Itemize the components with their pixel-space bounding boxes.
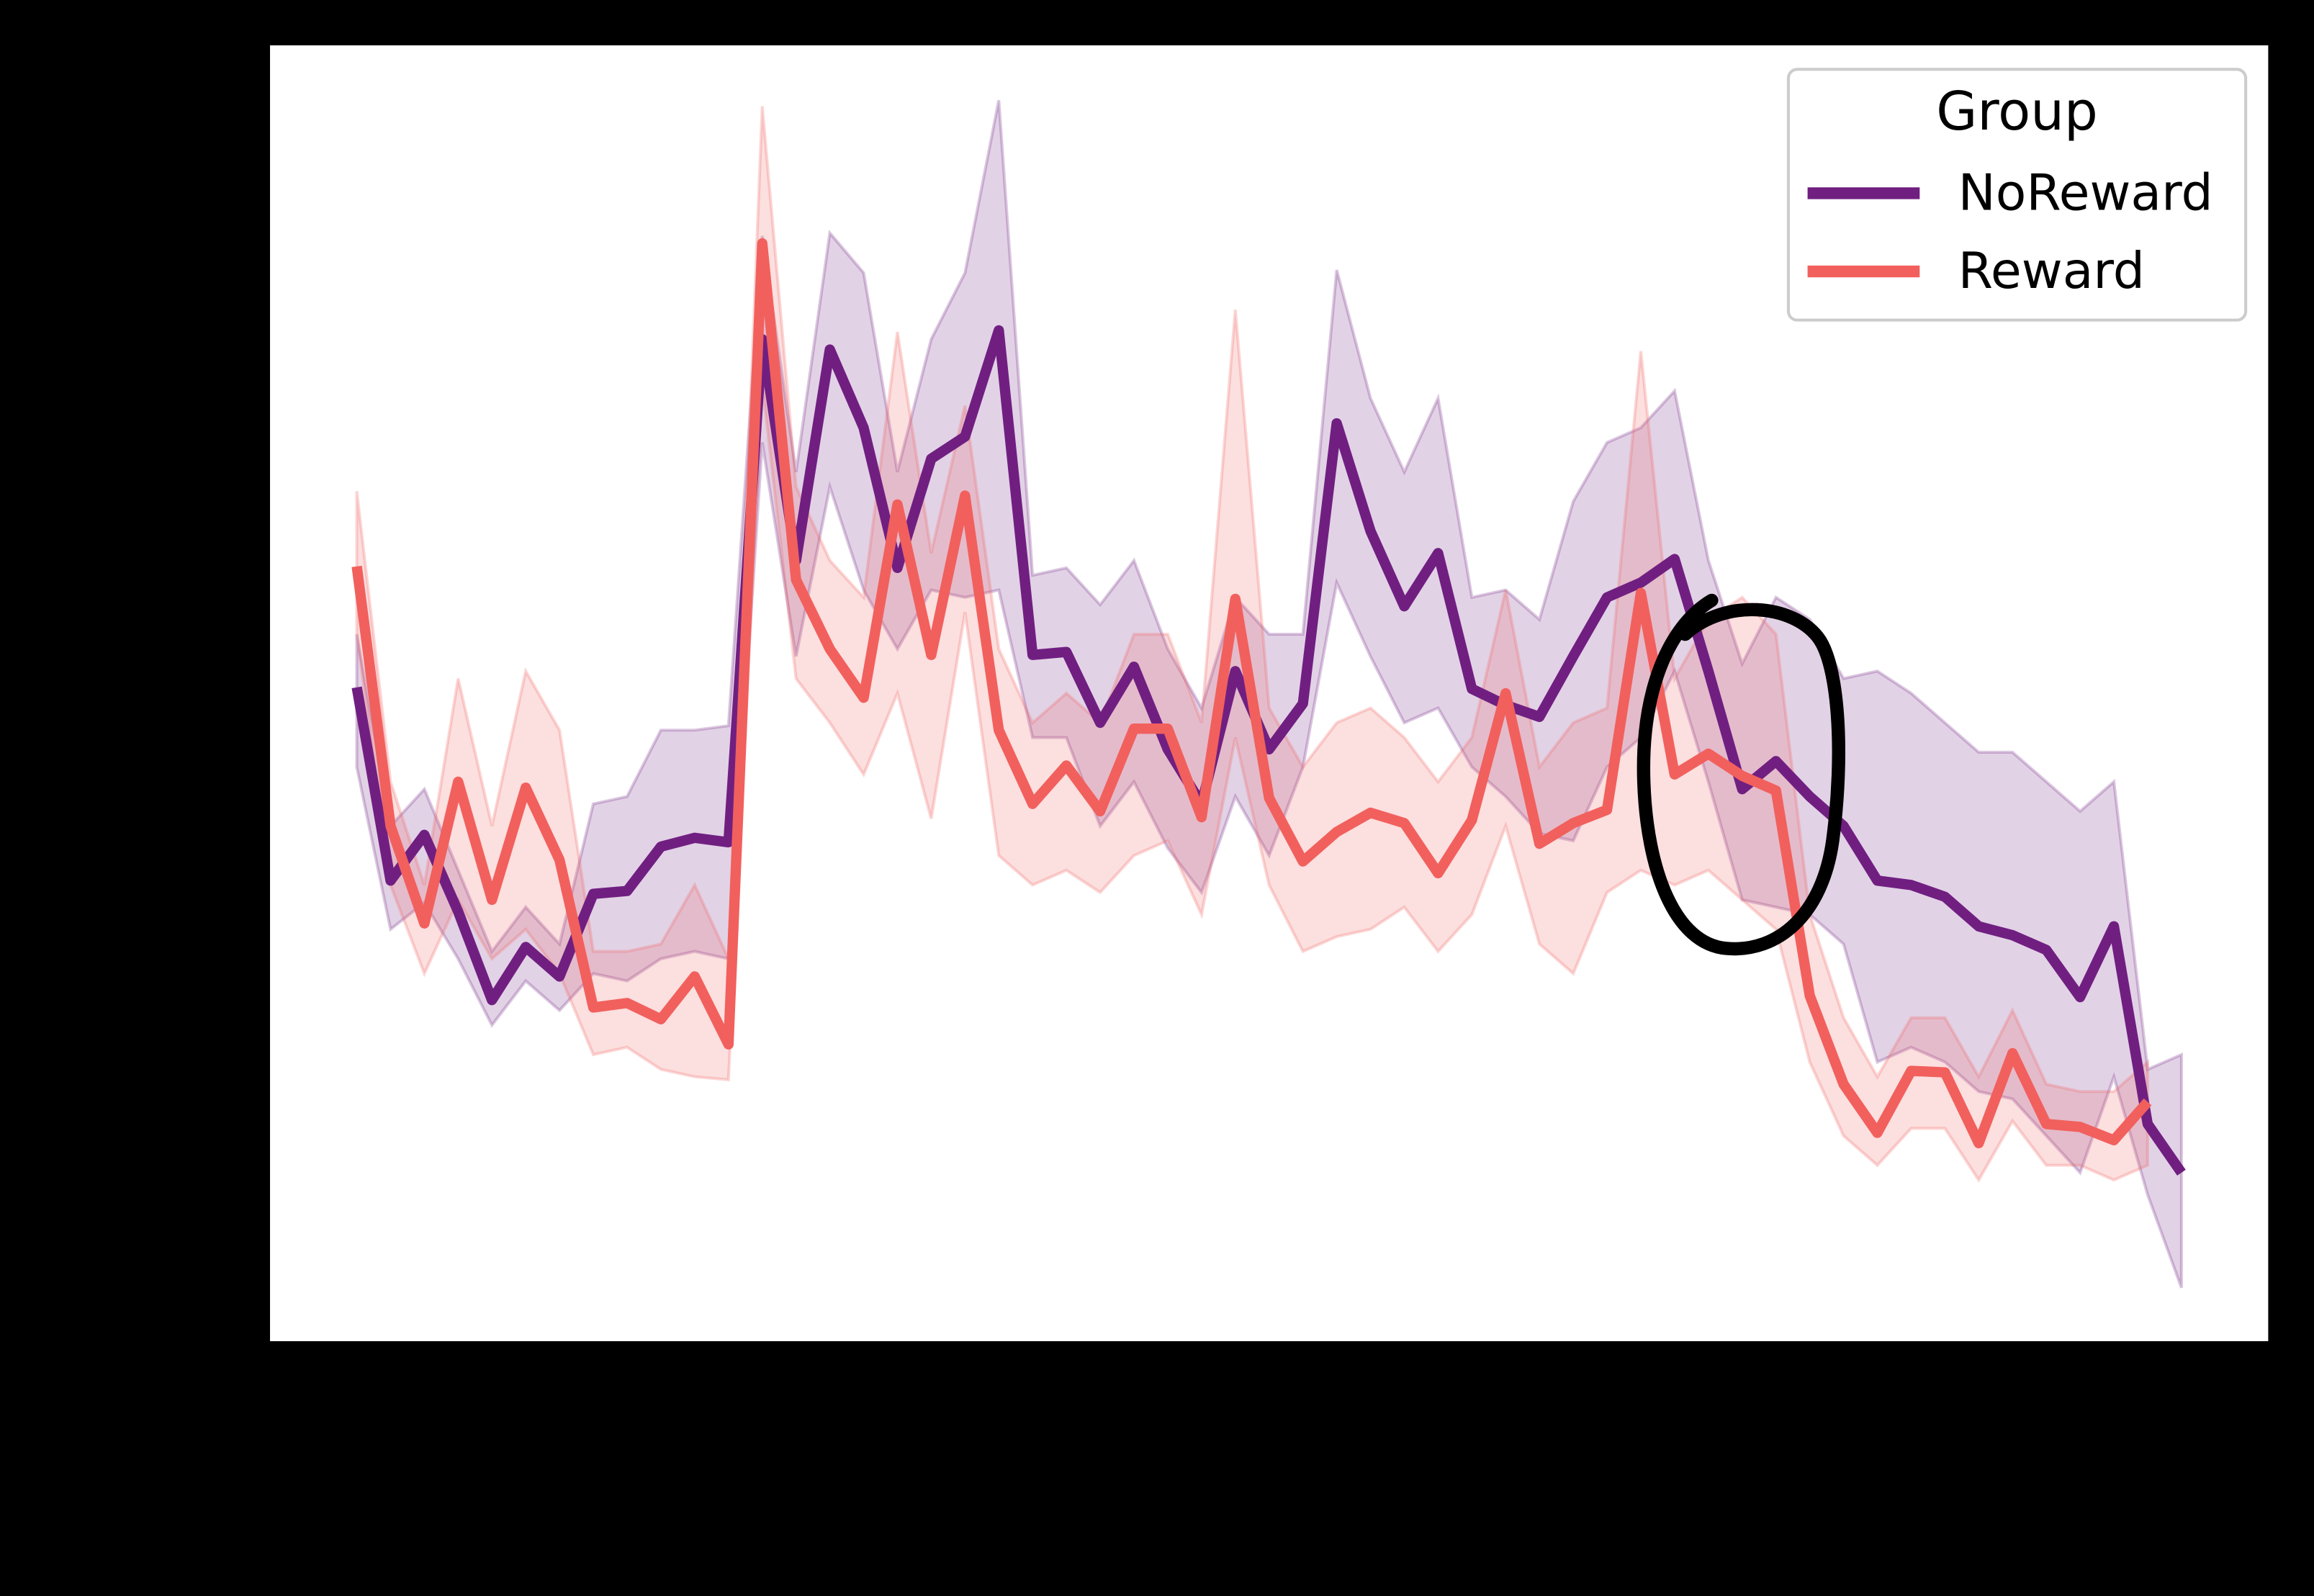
confidence-band	[355, 106, 2150, 1184]
series-line	[351, 238, 2152, 1149]
series-line	[351, 325, 2186, 1176]
annotation-circle	[1637, 593, 1846, 956]
legend-box	[1786, 68, 2248, 322]
marks	[351, 99, 2186, 1289]
legend-label: NoReward	[1958, 164, 2213, 222]
legend-title: Group	[1936, 81, 2098, 143]
legend: Group NoReward Reward	[1786, 68, 2248, 322]
legend-label: Reward	[1958, 242, 2145, 300]
